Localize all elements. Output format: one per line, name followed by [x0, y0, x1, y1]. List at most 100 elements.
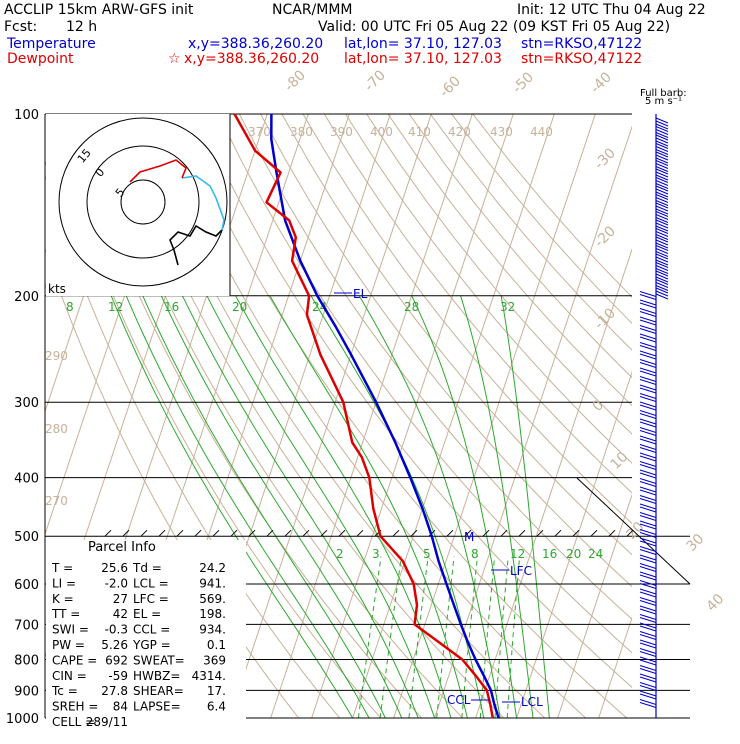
isotherm-label: -80 [282, 67, 309, 94]
isotherm-label: 10 [608, 449, 632, 473]
hatch-mark [591, 530, 597, 536]
dry-adiabat-line [282, 114, 740, 718]
theta-label: 390 [330, 125, 353, 139]
legend-temp-xy: x,y=388.36,260.20 [188, 36, 323, 52]
legend-dew-stn: stn=RKSO,47122 [521, 51, 642, 67]
isotherm-label: -30 [592, 145, 619, 172]
parcel-cell: 369 [203, 653, 226, 667]
hatch-mark [555, 530, 561, 536]
hatch-mark [159, 530, 165, 536]
parcel-cell: TT = [51, 607, 80, 621]
parcel-cell: 42 [113, 607, 128, 621]
isotherm-label: 40 [704, 591, 728, 615]
legend-dew-marker: ☆ [168, 51, 181, 67]
marker-lcl: LCL [521, 695, 543, 709]
mixing-ratio-line [495, 556, 508, 718]
marker-el: EL [353, 287, 368, 301]
isotherm-label: -60 [437, 73, 464, 100]
legend-dew-label: Dewpoint [7, 51, 74, 67]
mixing-ratio-label: 5 [423, 547, 431, 561]
hatch-mark [231, 530, 237, 536]
pressure-label: 300 [14, 396, 39, 411]
pressure-label: 700 [14, 618, 39, 633]
isotherm-line [394, 114, 596, 718]
hatch-mark [177, 530, 183, 536]
model-title: ACCLIP 15km ARW-GFS init [4, 2, 194, 18]
pressure-label: 500 [14, 530, 39, 545]
parcel-cell: T = [51, 561, 73, 575]
mixing-ratio-label: 2 [336, 547, 344, 561]
dry-adiabat-line [409, 114, 740, 718]
parcel-cell: 198. [199, 607, 226, 621]
moist-adiabat-label: 20 [232, 300, 247, 314]
theta-label: 370 [248, 125, 271, 139]
hatch-mark [267, 530, 273, 536]
parcel-cell: LCL = [133, 576, 169, 590]
dry-adiabat-line [324, 114, 740, 718]
parcel-cell: SREH = [52, 700, 98, 714]
parcel-cell: LI = [52, 576, 76, 590]
parcel-cell: CCL = [133, 623, 170, 637]
pressure-label: 100 [14, 108, 39, 123]
hatch-mark [105, 530, 111, 536]
hatch-mark [123, 530, 129, 536]
parcel-cell: SHEAR= [133, 684, 184, 698]
parcel-cell: SWI = [52, 623, 89, 637]
parcel-cell: K = [52, 592, 74, 606]
parcel-cell: 25.6 [101, 561, 128, 575]
mixing-ratio-line [358, 556, 381, 718]
parcel-cell: 569. [199, 592, 226, 606]
parcel-cell: YGP = [132, 638, 171, 652]
mixing-ratio-label: 24 [588, 547, 603, 561]
hatch-mark [609, 530, 615, 536]
parcel-cell: 5.26 [101, 638, 128, 652]
hodograph: 15 0 5 kts [46, 114, 230, 296]
isotherm-line [599, 114, 740, 718]
legend: Temperature x,y=388.36,260.20 lat,lon= 3… [6, 36, 642, 67]
theta-label: 400 [370, 125, 393, 139]
parcel-cell: 0.1 [207, 638, 226, 652]
hatch-mark [195, 530, 201, 536]
moist-adiabat-label: 28 [404, 300, 419, 314]
mixing-ratio-label: 16 [542, 547, 557, 561]
hatch-mark [213, 530, 219, 536]
hatch-mark [393, 530, 399, 536]
dry-adiabat-line [346, 114, 740, 718]
parcel-cell: -59 [108, 669, 128, 683]
theta-label: 410 [408, 125, 431, 139]
theta-label: 270 [45, 494, 68, 508]
isotherm-label: -20 [592, 223, 619, 250]
moist-adiabat-label: 16 [164, 300, 179, 314]
parcel-cell: 934. [199, 623, 226, 637]
fcst-label: Fcst: [4, 19, 37, 35]
parcel-cell: 17. [207, 684, 226, 698]
pressure-label: 200 [14, 290, 39, 305]
mixing-ratio-label: 20 [566, 547, 581, 561]
mixing-ratio-label: 8 [471, 547, 479, 561]
marker-lfc: LFC [510, 564, 532, 578]
dry-adiabat-line [218, 114, 709, 718]
isotherm-line [517, 114, 719, 718]
hatch-mark [141, 530, 147, 536]
dry-adiabat-line [388, 114, 740, 718]
theta-label: 280 [45, 422, 68, 436]
moist-adiabat-line [311, 296, 484, 718]
mixing-ratio-label: 3 [372, 547, 380, 561]
moist-adiabat-line [270, 296, 468, 718]
pressure-label: 600 [14, 578, 39, 593]
header: ACCLIP 15km ARW-GFS init NCAR/MMM Init: … [4, 2, 706, 35]
hatch-mark [501, 530, 507, 536]
parcel-cell: CAPE = [52, 653, 97, 667]
pressure-label: 400 [14, 472, 39, 487]
parcel-cell: 6.4 [207, 700, 226, 714]
hatch-mark [357, 530, 363, 536]
legend-dew-latlon: lat,lon= 37.10, 127.03 [344, 51, 502, 67]
parcel-cell: HWBZ= [133, 669, 180, 683]
hatch-mark [447, 530, 453, 536]
parcel-cell: EL = [133, 607, 161, 621]
legend-temp-stn: stn=RKSO,47122 [521, 36, 642, 52]
isotherm-line [435, 114, 637, 718]
mixing-ratio-label: 12 [510, 547, 525, 561]
barb-unit: 5 m s⁻¹ [645, 96, 682, 107]
